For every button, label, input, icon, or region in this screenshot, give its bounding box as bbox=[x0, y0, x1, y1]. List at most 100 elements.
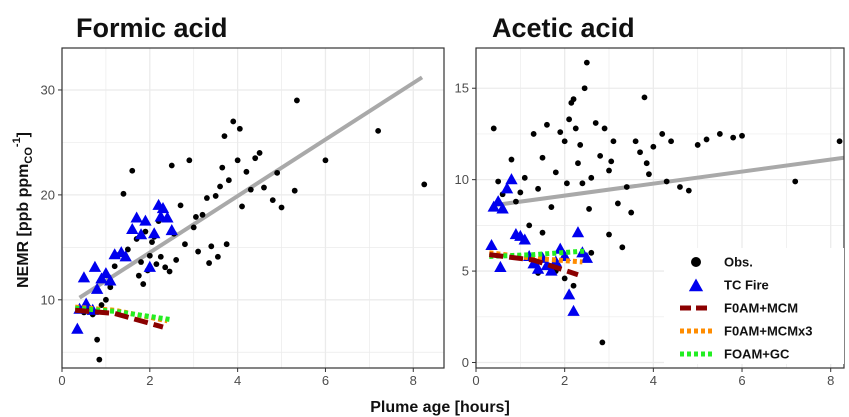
panel-border bbox=[475, 47, 845, 369]
tc-fire-point bbox=[505, 173, 518, 185]
obs-point bbox=[588, 249, 595, 256]
tc-fire-point bbox=[545, 264, 558, 276]
obs-point bbox=[111, 263, 118, 270]
tc-fire-point bbox=[156, 202, 170, 214]
obs-point bbox=[291, 187, 298, 194]
obs-point bbox=[581, 85, 588, 92]
tc-fire-point bbox=[126, 223, 139, 235]
x-tick-label: 0 bbox=[472, 373, 479, 388]
obs-point bbox=[637, 149, 643, 156]
obs-point bbox=[166, 268, 173, 275]
obs-point bbox=[195, 248, 202, 255]
obs-point bbox=[601, 125, 608, 132]
obs-point bbox=[421, 181, 428, 188]
x-axis-label: Plume age [hours] bbox=[370, 399, 510, 416]
obs-point bbox=[563, 180, 570, 187]
obs-point bbox=[577, 142, 584, 148]
obs-point bbox=[716, 131, 723, 137]
obs-point bbox=[173, 257, 180, 263]
obs-point bbox=[236, 125, 243, 132]
tc-fire-point bbox=[554, 242, 567, 254]
tc-fire-point bbox=[148, 227, 161, 239]
y-axis-label-sub: CO bbox=[23, 147, 35, 164]
obs-point bbox=[107, 284, 114, 291]
obs-point bbox=[836, 138, 843, 145]
legend-label: F0AM+MCM bbox=[724, 301, 798, 316]
obs-point bbox=[217, 183, 223, 190]
obs-point bbox=[614, 200, 621, 207]
x-tick-label: 2 bbox=[146, 373, 153, 388]
obs-point bbox=[177, 202, 184, 209]
tc-fire-point bbox=[491, 195, 505, 207]
tc-fire-point bbox=[161, 211, 174, 223]
obs-point bbox=[561, 138, 568, 145]
obs-point bbox=[490, 125, 497, 132]
plot-area-acetic: 0 2 4 6 8 0 5 10 15 bbox=[455, 47, 845, 388]
obs-point bbox=[278, 204, 285, 211]
x-tick-label: 6 bbox=[322, 373, 329, 388]
obs-point bbox=[530, 131, 537, 137]
tc-fire-point bbox=[134, 228, 148, 240]
obs-point bbox=[193, 214, 199, 220]
obs-point bbox=[685, 187, 692, 194]
x-tick-label: 8 bbox=[410, 373, 417, 388]
obs-point bbox=[274, 169, 281, 176]
obs-point bbox=[599, 339, 606, 346]
obs-point bbox=[668, 138, 674, 145]
y-tick-label: 10 bbox=[41, 292, 55, 307]
panel-title-acetic: Acetic acid bbox=[492, 13, 635, 43]
plot-marks bbox=[485, 59, 844, 346]
obs-point bbox=[592, 120, 599, 126]
tc-fire-point bbox=[580, 251, 594, 263]
panel-title-formic: Formic acid bbox=[76, 13, 228, 43]
obs-point bbox=[694, 142, 701, 148]
obs-point bbox=[199, 211, 206, 218]
obs-point bbox=[294, 97, 300, 104]
x-tick-label: 6 bbox=[738, 373, 745, 388]
obs-point bbox=[739, 132, 745, 139]
obs-point bbox=[597, 152, 604, 159]
x-tick-label: 4 bbox=[234, 373, 241, 388]
obs-point bbox=[586, 206, 592, 212]
tc-fire-point bbox=[485, 238, 498, 251]
legend-key-obs bbox=[691, 257, 701, 267]
obs-point bbox=[792, 178, 799, 185]
obs-point bbox=[659, 131, 666, 137]
x-tick-label: 2 bbox=[561, 373, 568, 388]
obs-point bbox=[643, 160, 650, 167]
obs-point bbox=[606, 167, 612, 174]
obs-point bbox=[703, 136, 710, 143]
x-tick-label: 0 bbox=[58, 373, 65, 388]
tc-fire-point bbox=[143, 260, 156, 272]
legend-key-tc-fire bbox=[688, 278, 704, 292]
tc-fire-point bbox=[71, 322, 84, 334]
obs-point bbox=[539, 229, 546, 236]
obs-point bbox=[225, 177, 232, 184]
obs-point bbox=[219, 164, 226, 171]
obs-point bbox=[544, 121, 550, 128]
legend-background bbox=[664, 248, 844, 364]
tc-fire-point bbox=[494, 260, 507, 272]
obs-point bbox=[557, 129, 564, 136]
obs-point bbox=[632, 138, 639, 145]
tc-fire-point bbox=[567, 304, 580, 316]
obs-point bbox=[203, 195, 210, 201]
obs-point bbox=[234, 157, 241, 164]
tc-fire-point bbox=[77, 271, 91, 283]
y-tick-label: 5 bbox=[462, 264, 469, 279]
obs-point bbox=[663, 178, 670, 185]
obs-point bbox=[269, 197, 276, 204]
tc-fire-point bbox=[518, 233, 531, 245]
panel-formic: Formic acid 0 2 4 6 8 10 20 30 bbox=[41, 13, 445, 388]
obs-point bbox=[495, 178, 502, 185]
obs-point bbox=[146, 252, 153, 259]
obs-point bbox=[517, 189, 524, 196]
obs-point bbox=[579, 180, 586, 187]
obs-point bbox=[243, 168, 250, 175]
model-line-foam-gc bbox=[489, 248, 588, 259]
y-tick-label: 20 bbox=[41, 187, 55, 202]
obs-point bbox=[208, 243, 215, 250]
tc-fire-point bbox=[571, 226, 585, 238]
obs-point bbox=[149, 239, 155, 245]
